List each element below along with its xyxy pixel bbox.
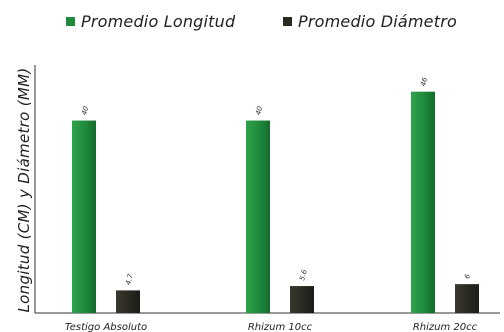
bar-diametro-1 [116, 290, 140, 313]
data-label-diametro-3: 6 [463, 273, 472, 280]
data-label-diametro-1: 4.7 [124, 273, 135, 286]
legend-swatch-diametro [283, 16, 292, 26]
legend-swatch-longitud [66, 16, 75, 26]
x-tick-label-2: Rhizum 10cc [248, 322, 313, 332]
bar-longitud-3 [411, 91, 435, 313]
legend-item-longitud: Promedio Longitud [66, 10, 235, 32]
data-label-longitud-3: 46 [419, 76, 429, 87]
x-tick-label-1: Testigo Absoluto [65, 322, 147, 332]
data-label-longitud-2: 40 [254, 105, 264, 116]
bar-longitud-2 [246, 120, 270, 313]
legend-item-diametro: Promedio Diámetro [283, 10, 457, 32]
bar-diametro-3 [455, 284, 479, 313]
data-label-longitud-1: 40 [80, 105, 90, 116]
legend-label-longitud: Promedio Longitud [81, 11, 236, 31]
bar-longitud-1 [72, 120, 96, 313]
legend-label-diametro: Promedio Diámetro [298, 11, 457, 31]
data-label-diametro-2: 5.6 [298, 268, 309, 281]
x-tick-label-3: Rhizum 20cc [413, 322, 478, 332]
bar-diametro-2 [290, 286, 314, 313]
